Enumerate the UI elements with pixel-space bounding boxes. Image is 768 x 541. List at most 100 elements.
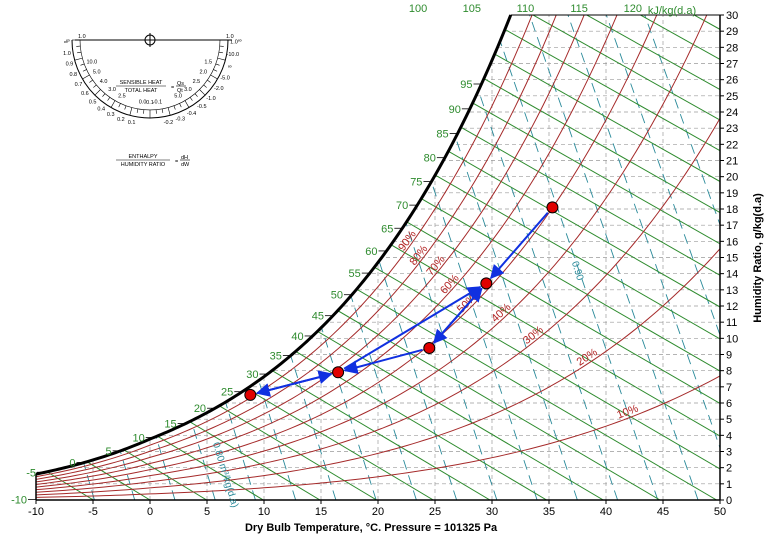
- enthalpy-tick-label: 70: [396, 200, 408, 212]
- y-tick-labels: 0123456789101112131415161718192021222324…: [720, 10, 738, 507]
- enthalpy-tick-label: 10: [132, 433, 144, 445]
- enthalpy-tick-label: 50: [331, 290, 343, 302]
- y-tick-label: 3: [726, 447, 732, 459]
- x-tick-label: 20: [372, 506, 384, 518]
- y-tick-label: 15: [726, 253, 738, 265]
- enthalpy-tick-label: 95: [460, 79, 472, 91]
- y-tick-label: 2: [726, 463, 732, 475]
- protractor-top-left: ∞: [66, 38, 70, 44]
- y-tick-label: 24: [726, 107, 738, 119]
- enthalpy-lines: [36, 15, 720, 500]
- enthalpy-line: [36, 15, 94, 500]
- process-arrow: [343, 348, 423, 375]
- y-tick-label: 17: [726, 220, 738, 232]
- protractor-inner-left-tick: 5.0: [93, 70, 101, 76]
- enthalpy-tick-label: 85: [436, 128, 448, 140]
- sensible-qt: Qt: [177, 88, 183, 94]
- protractor-right-tick: 1.0: [230, 40, 238, 46]
- enthalpy-line: [388, 15, 720, 500]
- y-tick-label: 4: [726, 430, 732, 442]
- enthalpy-tick-label: 15: [164, 419, 176, 431]
- enthalpy-line: [36, 15, 604, 500]
- enthalpy-line: [548, 15, 720, 500]
- x-tick-label: 35: [543, 506, 555, 518]
- y-tick-label: 13: [726, 285, 738, 297]
- volume-line: [567, 15, 720, 500]
- y-tick-label: 6: [726, 398, 732, 410]
- y-tick-label: 18: [726, 204, 738, 216]
- protractor-right-tick: -10.0: [227, 52, 240, 58]
- saturation-curve: [35, 14, 513, 476]
- enthalpy-line: [36, 15, 547, 500]
- enthalpy-line: [36, 15, 720, 500]
- volume-line: [490, 15, 659, 500]
- protractor-inner-right-tick: 3.0: [184, 87, 192, 93]
- protractor-bottom-tick: -0.1: [153, 100, 162, 106]
- x-tick-label: 25: [429, 506, 441, 518]
- y-tick-label: 1: [726, 479, 732, 491]
- protractor-left-tick: 0.6: [81, 91, 89, 97]
- y-axis-title: Humidity Ratio, g/kg(d.a): [752, 193, 764, 323]
- enthalpy-line: [495, 15, 720, 500]
- x-tick-label: 30: [486, 506, 498, 518]
- enthalpy-tick-label: 25: [221, 387, 233, 399]
- enthalpy-top-label: 115: [570, 3, 588, 15]
- x-tick-label: -5: [88, 506, 98, 518]
- protractor-inner-left-tick: 3.0: [108, 87, 116, 93]
- y-tick-label: 25: [726, 91, 738, 103]
- y-tick-label: 27: [726, 59, 738, 71]
- y-tick-label: 19: [726, 188, 738, 200]
- enthalpy-tick-label: 45: [312, 311, 324, 323]
- volume-line: [452, 15, 619, 500]
- total-heat-label: TOTAL HEAT: [125, 88, 158, 94]
- protractor-left-tick: 0.2: [117, 117, 125, 123]
- process-arrow: [256, 370, 333, 395]
- protractor-bottom-tick: 0.1: [146, 100, 154, 106]
- protractor-top-left-value: 1.0: [78, 34, 86, 40]
- enthalpy-tick-label: -5: [26, 467, 36, 479]
- volume-line: [529, 15, 699, 500]
- rh-label: 80%: [407, 243, 430, 268]
- protractor-right-tick: -5.0: [220, 76, 229, 82]
- y-tick-label: 16: [726, 236, 738, 248]
- enthalpy-tick-label: 75: [410, 177, 422, 189]
- protractor-left-tick: 0.8: [69, 72, 77, 78]
- enthalpy-line: [36, 15, 37, 500]
- protractor-bottom-tick: 0.0: [139, 100, 147, 106]
- protractor-left-tick: 1.0: [63, 51, 71, 57]
- protractor-right-tick: -0.2: [164, 120, 173, 126]
- y-tick-label: 11: [726, 317, 737, 329]
- volume-label: 0.90: [569, 260, 585, 282]
- protractor-inner-right-tick: 1.5: [204, 59, 212, 65]
- protractor-left-tick: 0.1: [128, 120, 136, 126]
- rh-curve: [36, 375, 720, 498]
- enthalpy-line: [36, 15, 434, 500]
- protractor-left-tick: 0.9: [66, 62, 74, 68]
- protractor-right-tick: ∞: [228, 64, 232, 70]
- y-tick-label: 12: [726, 301, 738, 313]
- state-point: [423, 342, 436, 355]
- enthalpy-tick-label: 90: [449, 104, 461, 116]
- protractor-left-tick: 0.7: [75, 82, 83, 88]
- enthalpy-line: [175, 15, 720, 500]
- enthalpy-line: [36, 15, 720, 500]
- rh-curve: [36, 15, 720, 483]
- enthalpy-tick-label: 40: [291, 331, 303, 343]
- enthalpy-line: [282, 15, 720, 500]
- enthalpy-unit-label: kJ/kg(d.a): [648, 5, 696, 17]
- enthalpy-top-label: 100: [409, 3, 427, 15]
- y-tick-label: 21: [726, 156, 738, 168]
- y-tick-label: 14: [726, 269, 738, 281]
- x-tick-label: 10: [258, 506, 270, 518]
- rh-curve: [36, 15, 720, 480]
- protractor-inner-left-tick: 4.0: [100, 79, 108, 85]
- protractor-right-tick: -2.0: [214, 86, 223, 92]
- rh-curve: [36, 15, 720, 491]
- y-tick-label: 0: [726, 495, 732, 507]
- enthalpy-dh: dH: [181, 155, 188, 161]
- sensible-qs: Qs: [177, 81, 184, 87]
- volume-line: [222, 15, 377, 500]
- x-tick-label: 50: [714, 506, 726, 518]
- protractor-left-tick: 0.4: [97, 106, 105, 112]
